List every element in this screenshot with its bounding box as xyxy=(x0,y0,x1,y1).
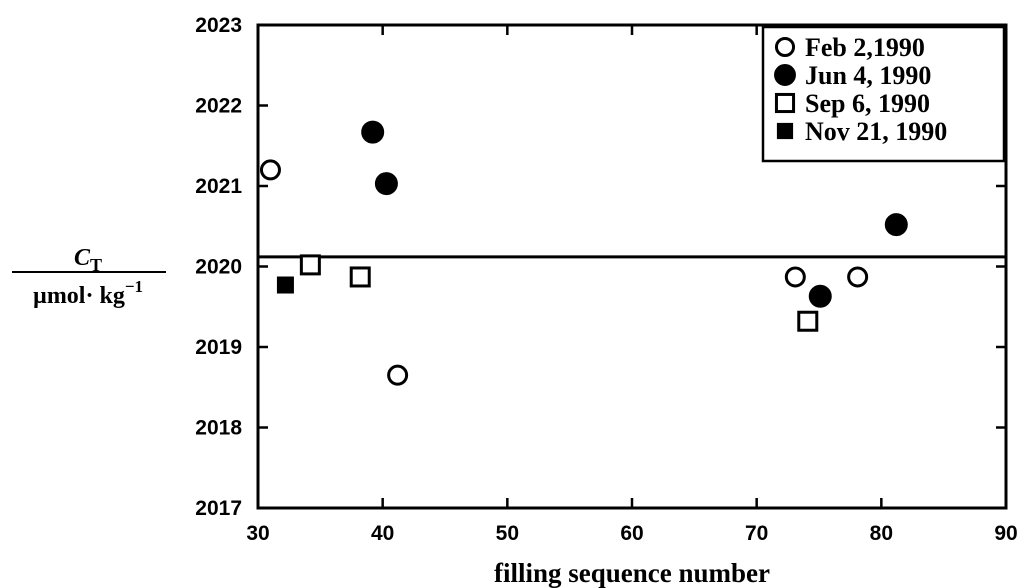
y-axis-label-top: CT xyxy=(74,245,102,275)
legend-marker-open-circle xyxy=(774,36,796,58)
point-open-square xyxy=(797,310,819,332)
point-filled-circle xyxy=(884,213,908,237)
legend-label: Nov 21, 1990 xyxy=(805,117,947,146)
y-axis-label-units: µmol· kg xyxy=(33,283,125,309)
y-axis-label: CT µmol· kg−1 xyxy=(12,245,166,309)
legend-label: Feb 2,1990 xyxy=(805,33,925,62)
x-tick-label: 90 xyxy=(994,522,1017,545)
point-open-circle xyxy=(847,266,869,288)
x-tick-label: 30 xyxy=(246,522,269,545)
y-tick-label: 2019 xyxy=(195,336,242,359)
point-open-square xyxy=(299,254,321,276)
legend-box xyxy=(761,25,1006,163)
point-filled-circle xyxy=(374,172,398,196)
y-axis-label-exponent: −1 xyxy=(125,277,143,296)
point-filled-square xyxy=(276,276,294,294)
y-tick-label: 2022 xyxy=(195,95,242,118)
x-tick-label: 80 xyxy=(870,522,893,545)
legend-marker-filled-square xyxy=(776,122,794,140)
point-open-circle xyxy=(259,159,281,181)
x-axis-label: filling sequence number xyxy=(494,558,770,588)
y-tick-label: 2020 xyxy=(195,256,242,279)
y-tick-label: 2021 xyxy=(195,175,242,198)
x-tick-label: 50 xyxy=(496,522,519,545)
axis-tick-labels: 30 40 50 60 70 80 90 2017 2018 2019 2020 2021 2022 20… xyxy=(195,14,1017,545)
y-axis-label-subscript: T xyxy=(90,255,102,275)
point-open-circle xyxy=(784,266,806,288)
legend-label: Sep 6, 1990 xyxy=(805,89,930,118)
data-points xyxy=(259,120,908,386)
point-open-circle xyxy=(387,364,409,386)
y-axis-label-bottom: µmol· kg−1 xyxy=(33,277,143,309)
point-filled-circle xyxy=(808,284,832,308)
x-tick-label: 40 xyxy=(371,522,394,545)
point-open-square xyxy=(349,266,371,288)
y-axis-label-symbol: C xyxy=(74,245,91,271)
y-tick-label: 2017 xyxy=(195,497,242,520)
legend-label: Jun 4, 1990 xyxy=(805,61,931,90)
y-tick-label: 2023 xyxy=(195,14,242,37)
x-tick-label: 60 xyxy=(620,522,643,545)
point-filled-circle xyxy=(361,120,385,144)
y-tick-label: 2018 xyxy=(195,417,242,440)
x-tick-label: 70 xyxy=(745,522,768,545)
legend-marker-filled-circle xyxy=(774,64,796,86)
legend-marker-open-square xyxy=(774,92,796,114)
